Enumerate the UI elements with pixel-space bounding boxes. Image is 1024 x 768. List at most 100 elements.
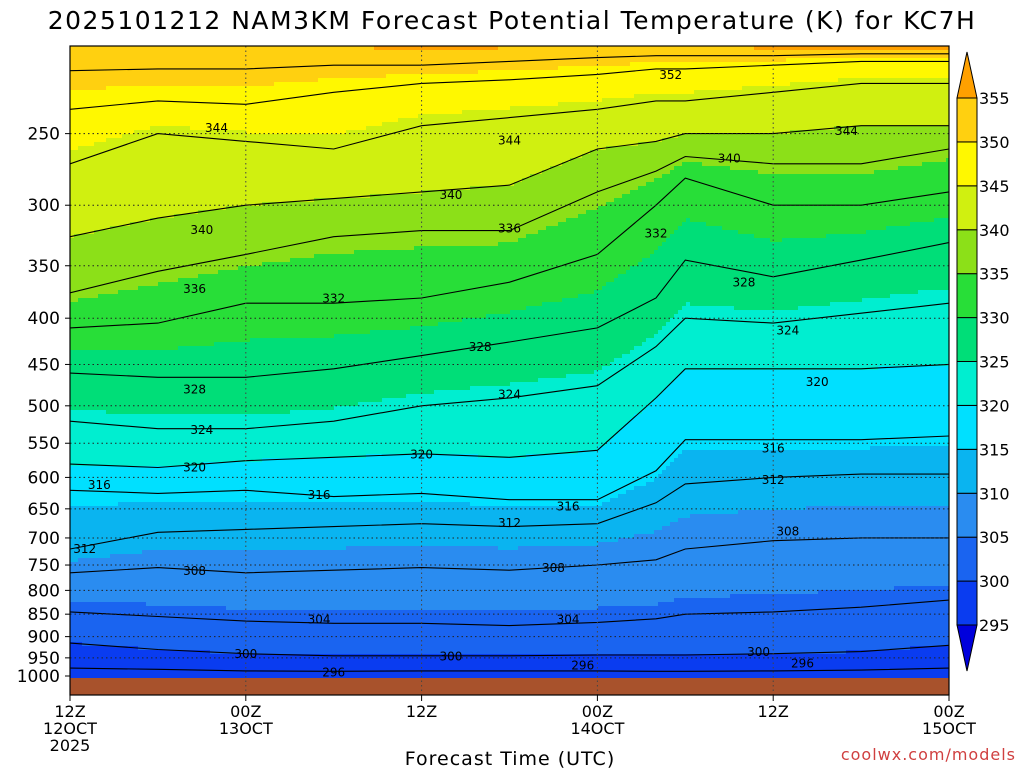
field-cell	[114, 118, 119, 123]
field-cell	[94, 354, 99, 359]
field-cell	[142, 502, 147, 507]
field-cell	[98, 178, 103, 183]
field-cell	[190, 370, 195, 375]
field-cell	[166, 454, 171, 459]
field-cell	[154, 118, 159, 123]
field-cell	[170, 430, 175, 435]
field-cell	[106, 370, 111, 375]
field-cell	[78, 142, 83, 147]
field-cell	[106, 526, 111, 531]
field-cell	[90, 118, 95, 123]
field-cell	[162, 86, 167, 91]
field-cell	[86, 574, 91, 579]
field-cell	[78, 150, 83, 155]
field-cell	[134, 122, 139, 127]
field-cell	[86, 526, 91, 531]
field-cell	[118, 114, 123, 119]
field-cell	[150, 170, 155, 175]
field-cell	[122, 146, 127, 151]
field-cell	[162, 198, 167, 203]
field-cell	[86, 322, 91, 327]
field-cell	[134, 614, 139, 619]
field-cell	[138, 122, 143, 127]
field-cell	[118, 214, 123, 219]
field-cell	[110, 418, 115, 423]
field-cell	[98, 602, 103, 607]
field-cell	[134, 554, 139, 559]
field-cell	[122, 50, 127, 55]
field-cell	[78, 458, 83, 463]
field-cell	[186, 346, 191, 351]
field-cell	[98, 674, 103, 679]
field-cell	[178, 594, 183, 599]
field-cell	[90, 394, 95, 399]
field-cell	[110, 62, 115, 67]
field-cell	[178, 278, 183, 283]
field-cell	[86, 646, 91, 651]
field-cell	[190, 78, 195, 83]
field-cell	[146, 286, 151, 291]
field-cell	[186, 66, 191, 71]
field-cell	[102, 82, 107, 87]
field-cell	[170, 226, 175, 231]
field-cell	[162, 246, 167, 251]
field-cell	[178, 282, 183, 287]
field-cell	[138, 298, 143, 303]
field-cell	[142, 462, 147, 467]
field-cell	[134, 298, 139, 303]
field-cell	[114, 398, 119, 403]
field-cell	[158, 290, 163, 295]
field-cell	[142, 46, 147, 51]
field-cell	[178, 354, 183, 359]
field-cell	[182, 258, 187, 263]
field-cell	[146, 138, 151, 143]
field-cell	[126, 166, 131, 171]
field-cell	[142, 246, 147, 251]
field-cell	[126, 530, 131, 535]
field-cell	[70, 450, 75, 455]
field-cell	[94, 226, 99, 231]
field-cell	[182, 550, 187, 555]
field-cell	[154, 298, 159, 303]
field-cell	[102, 358, 107, 363]
field-cell	[154, 334, 159, 339]
field-cell	[122, 198, 127, 203]
field-cell	[182, 618, 187, 623]
field-cell	[186, 350, 191, 355]
field-cell	[78, 410, 83, 415]
field-cell	[98, 266, 103, 271]
field-cell	[118, 206, 123, 211]
field-cell	[182, 630, 187, 635]
field-cell	[142, 578, 147, 583]
field-cell	[126, 186, 131, 191]
field-cell	[74, 454, 79, 459]
field-cell	[98, 626, 103, 631]
field-cell	[130, 394, 135, 399]
field-cell	[134, 538, 139, 543]
field-cell	[142, 330, 147, 335]
field-cell	[106, 510, 111, 515]
field-cell	[86, 142, 91, 147]
field-cell	[102, 90, 107, 95]
field-cell	[94, 158, 99, 163]
field-cell	[154, 82, 159, 87]
field-cell	[146, 62, 151, 67]
field-cell	[134, 390, 139, 395]
field-cell	[110, 242, 115, 247]
field-cell	[130, 62, 135, 67]
field-cell	[138, 246, 143, 251]
field-cell	[86, 74, 91, 79]
field-cell	[122, 166, 127, 171]
field-cell	[162, 658, 167, 663]
field-cell	[170, 310, 175, 315]
field-cell	[126, 50, 131, 55]
field-cell	[98, 582, 103, 587]
field-cell	[142, 346, 147, 351]
field-cell	[98, 382, 103, 387]
field-cell	[82, 442, 87, 447]
field-cell	[138, 110, 143, 115]
field-cell	[90, 266, 95, 271]
field-cell	[158, 558, 163, 563]
field-cell	[174, 582, 179, 587]
field-cell	[154, 374, 159, 379]
